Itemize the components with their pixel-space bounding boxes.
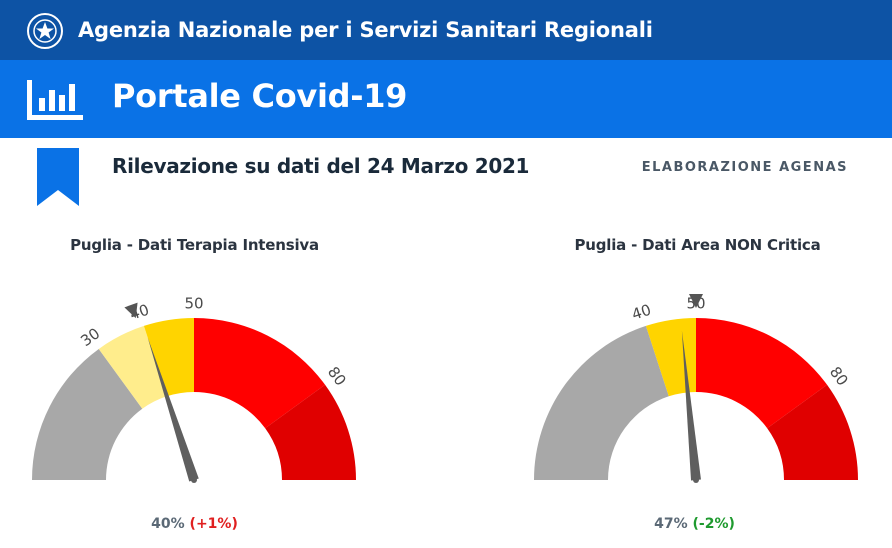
gauge-band-4 — [265, 384, 356, 480]
gauge-value-terapia-intensiva: 40% (+1%) — [102, 516, 287, 532]
gauge-value-percent: 47% — [654, 516, 688, 532]
gauge-needle — [681, 330, 701, 481]
portal-header-bar: Portale Covid-19 — [0, 60, 892, 138]
previous-value-marker — [124, 302, 138, 319]
gauge-delta: (-2%) — [692, 516, 735, 532]
bookmark-icon — [37, 148, 79, 206]
gauge-tick-label: 30 — [77, 324, 103, 350]
agency-title: Agenzia Nazionale per i Servizi Sanitari… — [78, 18, 653, 42]
gauge-band-3 — [767, 384, 858, 480]
gauge-value-percent: 40% — [151, 516, 185, 532]
previous-value-marker — [689, 294, 703, 308]
gauge-title-area-non-critica: Puglia - Dati Area NON Critica — [574, 236, 821, 254]
elaborazione-label: ELABORAZIONE AGENAS — [641, 160, 848, 175]
gauge-needle-hub — [693, 477, 699, 483]
gauge-tick-label: 80 — [324, 363, 350, 389]
bar-chart-icon — [27, 80, 83, 120]
gauge-band-3 — [194, 318, 326, 429]
gauge-band-0 — [534, 325, 669, 480]
gauge-band-0 — [32, 348, 143, 480]
gauge-delta: (+1%) — [189, 516, 238, 532]
agency-header-bar: Agenzia Nazionale per i Servizi Sanitari… — [0, 0, 892, 60]
gauge-tick-label: 40 — [630, 301, 654, 324]
portal-title: Portale Covid-19 — [112, 77, 408, 115]
gauge-tick-label: 80 — [826, 363, 852, 389]
italian-republic-emblem-icon — [27, 13, 63, 49]
gauge-band-1 — [98, 325, 167, 409]
gauge-value-area-non-critica: 47% (-2%) — [602, 516, 787, 532]
survey-date-heading: Rilevazione su dati del 24 Marzo 2021 — [112, 154, 530, 178]
gauge-needle — [147, 337, 199, 482]
gauge-band-2 — [143, 318, 194, 397]
gauge-band-1 — [645, 318, 696, 397]
gauge-tick-label: 50 — [184, 295, 203, 313]
gauge-band-2 — [696, 318, 828, 429]
gauge-title-terapia-intensiva: Puglia - Dati Terapia Intensiva — [70, 236, 319, 254]
gauge-needle-hub — [191, 477, 197, 483]
